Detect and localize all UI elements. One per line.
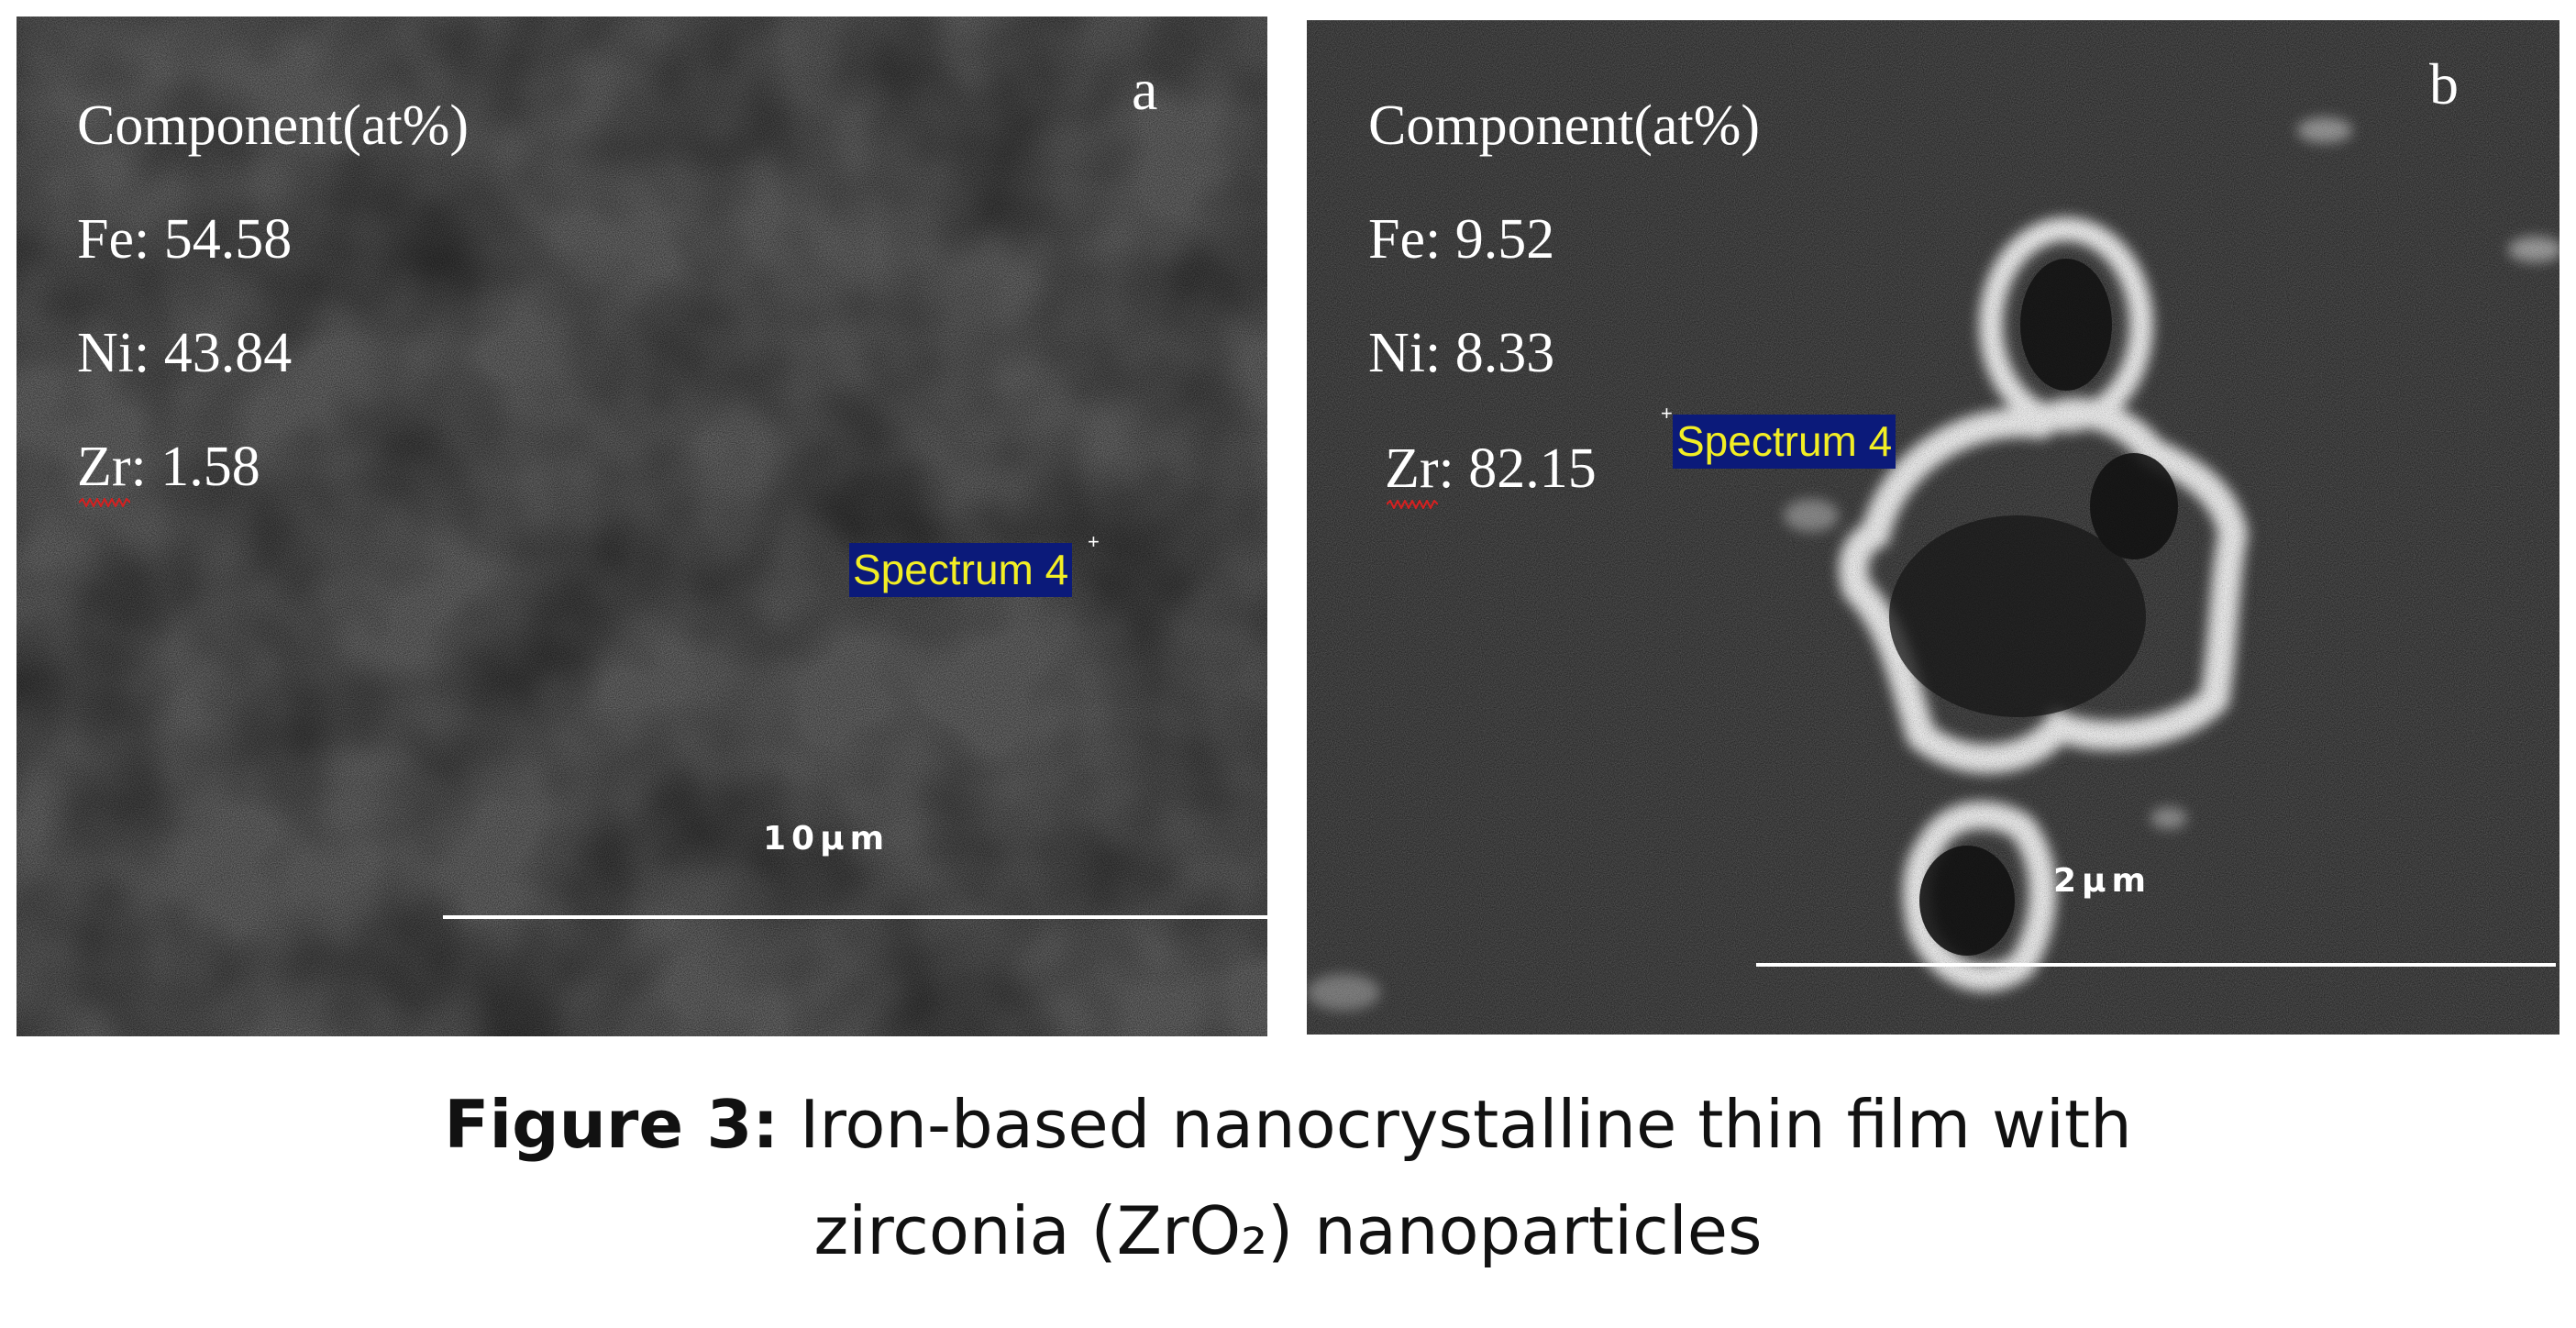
component-title-a: Component(at%) [77,94,470,157]
caption-line-1: Figure 3: Iron-based nanocrystalline thi… [0,1071,2576,1178]
spectrum-crosshair-icon: + [1661,402,1673,425]
zr-label-a: Zr [77,436,131,507]
fe-value-a: 54.58 [163,208,293,271]
ni-value-b: 8.33 [1454,322,1555,384]
scale-label-b: 2μm [2053,862,2152,900]
figure-caption: Figure 3: Iron-based nanocrystalline thi… [0,1071,2576,1284]
panel-letter-b: b [2429,51,2459,116]
fe-row-a: Fe: 54.58 [77,208,293,271]
spectrum-crosshair-icon: + [1088,530,1100,553]
scale-bar-b [1756,963,2556,967]
ni-row-b: Ni: 8.33 [1368,322,1555,384]
ni-row-a: Ni: 43.84 [77,322,293,384]
fe-label-a: Fe [77,208,134,271]
panel-letter-a: a [1132,57,1158,122]
zr-row-b: Zr: 82.15 [1385,437,1597,509]
sem-texture-a [17,17,1267,1036]
caption-text-1: Iron-based nanocrystalline thin film wit… [779,1086,2132,1163]
spellcheck-squiggle-icon [79,498,130,507]
caption-figure-label: Figure 3: [444,1086,779,1163]
spectrum-label-b: Spectrum 4 [1673,415,1896,469]
scale-bar-a [443,915,1267,919]
spellcheck-squiggle-icon [1387,500,1438,509]
fe-label-b: Fe [1368,208,1425,271]
sem-texture-b [1307,20,2559,1035]
component-title-b: Component(at%) [1368,94,1761,157]
ni-label-b: Ni [1368,322,1425,384]
fe-row-b: Fe: 9.52 [1368,208,1555,271]
zr-value-b: 82.15 [1468,437,1597,500]
fe-value-b: 9.52 [1454,208,1555,271]
ni-label-a: Ni [77,322,134,384]
sem-image-panel-b: b Component(at%) Fe: 9.52 Ni: 8.33 Zr: 8… [1307,20,2559,1035]
zr-row-a: Zr: 1.58 [77,436,260,507]
scale-label-a: 10μm [763,820,890,858]
sem-image-panel-a: a Component(at%) Fe: 54.58 Ni: 43.84 Zr:… [17,17,1267,1036]
ni-value-a: 43.84 [163,322,293,384]
zr-value-a: 1.58 [160,436,260,498]
spectrum-label-a: Spectrum 4 [849,543,1073,597]
caption-line-2: zirconia (ZrO₂) nanoparticles [813,1192,1763,1269]
zr-label-b: Zr [1385,437,1439,509]
